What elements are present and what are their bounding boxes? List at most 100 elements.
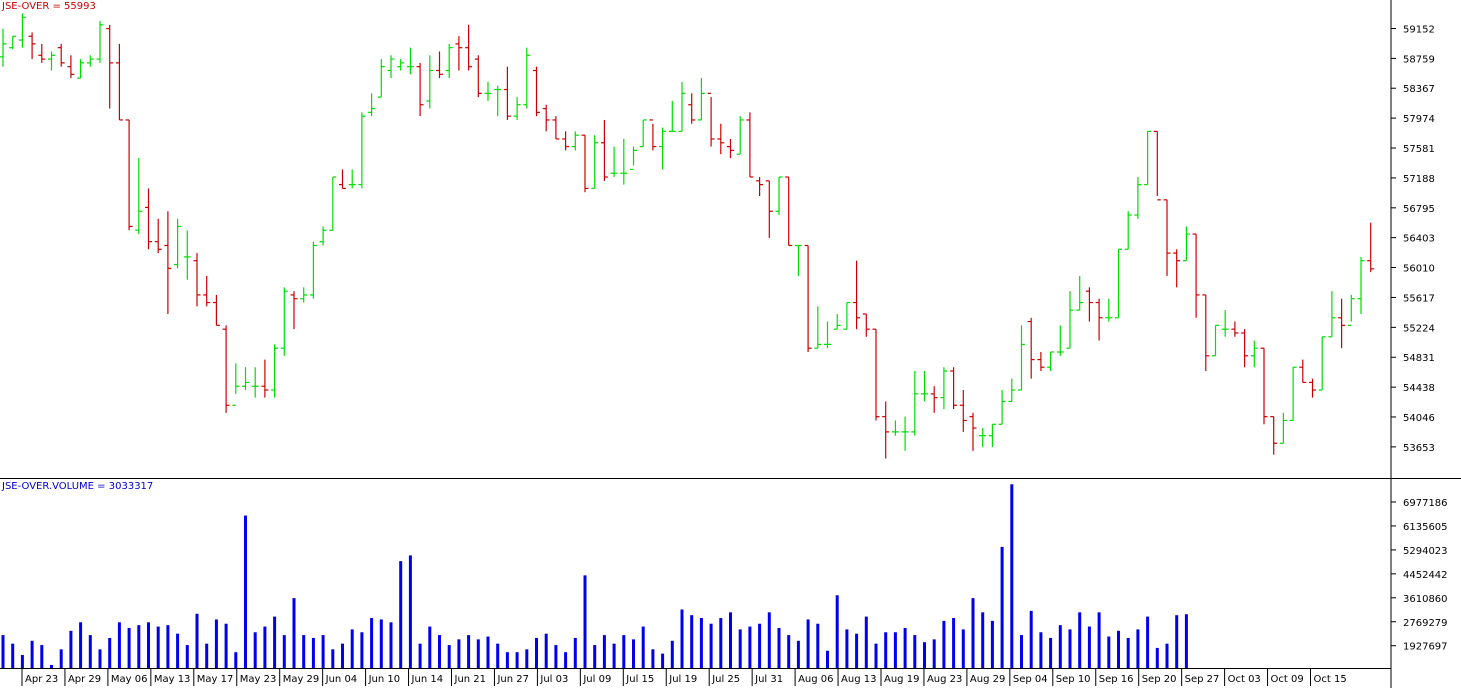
ohlc-bar [959,390,967,432]
ohlc-bar [562,131,570,151]
volume-tick-label: 2769279 [1403,618,1448,629]
ohlc-bar [484,81,492,101]
volume-bar [884,632,888,668]
price-tick-label: 58367 [1403,84,1435,95]
date-tick-label: Jun 14 [411,674,444,685]
volume-bar [661,653,665,668]
volume-tick-label: 6977186 [1403,498,1448,509]
volume-bar [273,616,277,668]
volume-bar [282,635,286,668]
date-tick-label: Oct 15 [1314,674,1347,685]
volume-bar [379,619,383,668]
volume-bar [214,619,218,668]
volume-bar [98,649,102,668]
ohlc-bar [853,260,861,330]
ohlc-bar [280,287,288,356]
price-bars [0,13,1375,459]
volume-bar [990,620,994,668]
volume-bar [1184,614,1188,668]
ohlc-bar [9,35,17,50]
ohlc-bar [1250,340,1258,368]
ohlc-bar [1357,256,1365,314]
ohlc-bar [1056,325,1064,356]
price-tick-label: 54831 [1403,353,1435,364]
ohlc-bar [1115,248,1122,319]
date-tick-label: Oct 09 [1271,674,1304,685]
price-tick-label: 56403 [1403,234,1435,245]
volume-axis: 6977186 6135605 5294023 4452442 3610860 27692… [1391,498,1448,653]
volume-bar [302,635,306,668]
price-tick-label: 54046 [1403,413,1435,424]
ohlc-bar [1076,275,1084,311]
volume-bar [903,627,907,668]
volume-bar [1000,546,1004,668]
ohlc-bar [1182,226,1190,262]
volume-bar [496,643,500,668]
ohlc-bar [183,230,191,280]
volume-bar [1068,629,1072,668]
ohlc-bar [329,176,337,231]
ohlc-bar [67,55,75,79]
ohlc-bar [969,412,977,451]
price-tick-label: 59152 [1403,25,1435,36]
volume-bar [1165,643,1169,668]
ohlc-bar [882,401,890,459]
ohlc-bar [610,146,618,178]
ohlc-bar [1027,317,1035,379]
ohlc-bar [106,24,114,109]
volume-bar [156,626,160,668]
volume-bar [59,649,63,668]
ohlc-bar [950,367,958,410]
price-tick-label: 57581 [1403,144,1435,155]
volume-bar [370,618,374,668]
price-tick-label: 53653 [1403,443,1435,454]
ohlc-bar [659,127,667,170]
date-tick-label: Aug 29 [970,674,1005,685]
volume-bar [505,652,509,668]
volume-bar [796,640,800,668]
ohlc-bar [193,253,201,307]
volume-bar [758,623,762,668]
ohlc-bar [1095,298,1103,341]
volume-bar [418,643,422,668]
ohlc-bar [901,416,909,451]
volume-bar [185,645,189,668]
volume-bar [408,555,412,668]
volume-bar [1078,612,1082,668]
volume-tick-label: 6135605 [1403,522,1448,533]
ohlc-bar [154,218,162,254]
volume-bar [544,633,548,668]
date-tick-label: Jun 27 [496,674,529,685]
ohlc-bar [1299,359,1307,384]
volume-bar [50,664,53,668]
price-tick-label: 56010 [1403,264,1435,275]
ohlc-bar [135,157,143,235]
ohlc-bar [1318,336,1326,391]
date-tick-label: Aug 19 [884,674,919,685]
volume-tick-label: 1927697 [1403,642,1448,653]
ohlc-bar [300,287,308,303]
ohlc-bar [862,313,870,337]
volume-bar [699,618,703,668]
volume-bar [845,629,849,668]
date-tick-label: Jul 15 [625,674,654,685]
ohlc-bar [212,294,220,326]
ohlc-bar [18,13,26,48]
volume-bar [79,622,83,668]
ohlc-bar [57,43,65,67]
volume-bar [525,649,529,668]
ohlc-bar [455,36,463,71]
ohlc-bar [1037,351,1045,372]
volume-bar [942,620,946,668]
ohlc-bar [368,93,376,117]
ohlc-bar [930,386,938,413]
ohlc-bar [1202,294,1210,372]
volume-bar [331,649,335,668]
volume-bar [11,643,15,668]
ohlc-bar [1241,329,1249,368]
volume-tick-label: 3610860 [1403,594,1448,605]
ohlc-bar [707,92,715,147]
ohlc-bar [1124,211,1132,250]
